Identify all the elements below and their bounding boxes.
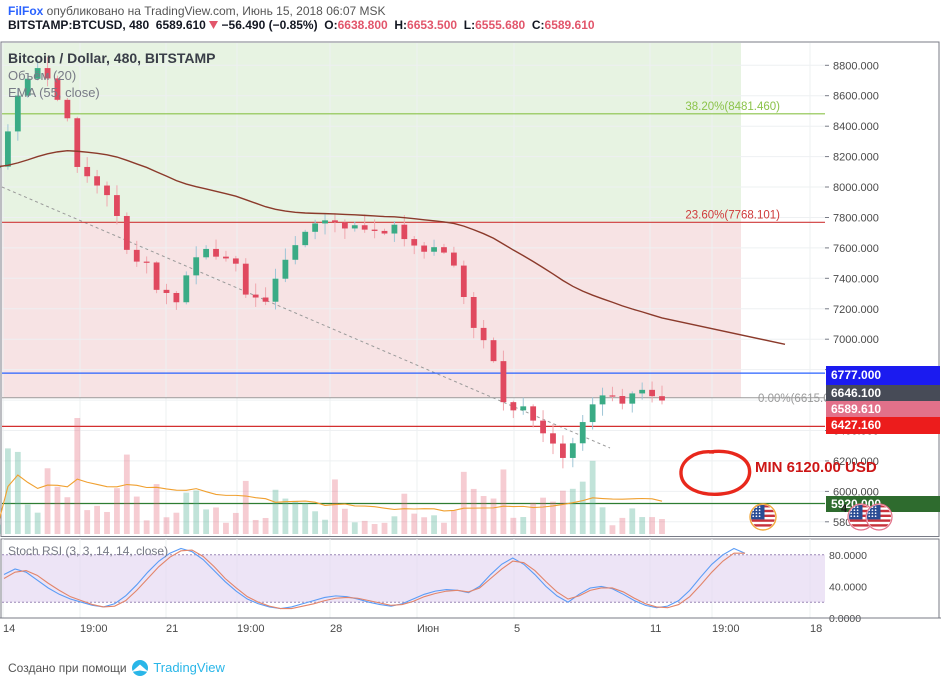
svg-text:8000.000: 8000.000 (833, 182, 879, 194)
svg-text:28: 28 (330, 623, 342, 635)
svg-text:21: 21 (166, 623, 178, 635)
svg-text:0.0000: 0.0000 (829, 613, 861, 625)
svg-text:19:00: 19:00 (80, 623, 108, 635)
svg-text:7600.000: 7600.000 (833, 243, 879, 255)
svg-text:5800.000: 5800.000 (833, 517, 879, 529)
svg-text:18: 18 (810, 623, 822, 635)
svg-text:7200.000: 7200.000 (833, 304, 879, 316)
svg-text:5: 5 (514, 623, 520, 635)
svg-text:40.0000: 40.0000 (829, 581, 867, 593)
svg-text:8600.000: 8600.000 (833, 91, 879, 103)
svg-text:23.60%(7768.101): 23.60%(7768.101) (685, 209, 780, 221)
svg-text:11: 11 (650, 623, 661, 635)
svg-text:14: 14 (3, 623, 15, 635)
svg-text:8200.000: 8200.000 (833, 152, 879, 164)
svg-text:7400.000: 7400.000 (833, 273, 879, 285)
svg-text:19:00: 19:00 (237, 623, 265, 635)
svg-text:Июн: Июн (417, 623, 439, 635)
svg-text:7800.000: 7800.000 (833, 213, 879, 225)
svg-text:7000.000: 7000.000 (833, 334, 879, 346)
svg-text:8400.000: 8400.000 (833, 121, 879, 133)
svg-text:19:00: 19:00 (712, 623, 740, 635)
svg-text:8800.000: 8800.000 (833, 60, 879, 72)
svg-text:38.20%(8481.460): 38.20%(8481.460) (685, 101, 780, 113)
svg-text:80.0000: 80.0000 (829, 550, 867, 562)
